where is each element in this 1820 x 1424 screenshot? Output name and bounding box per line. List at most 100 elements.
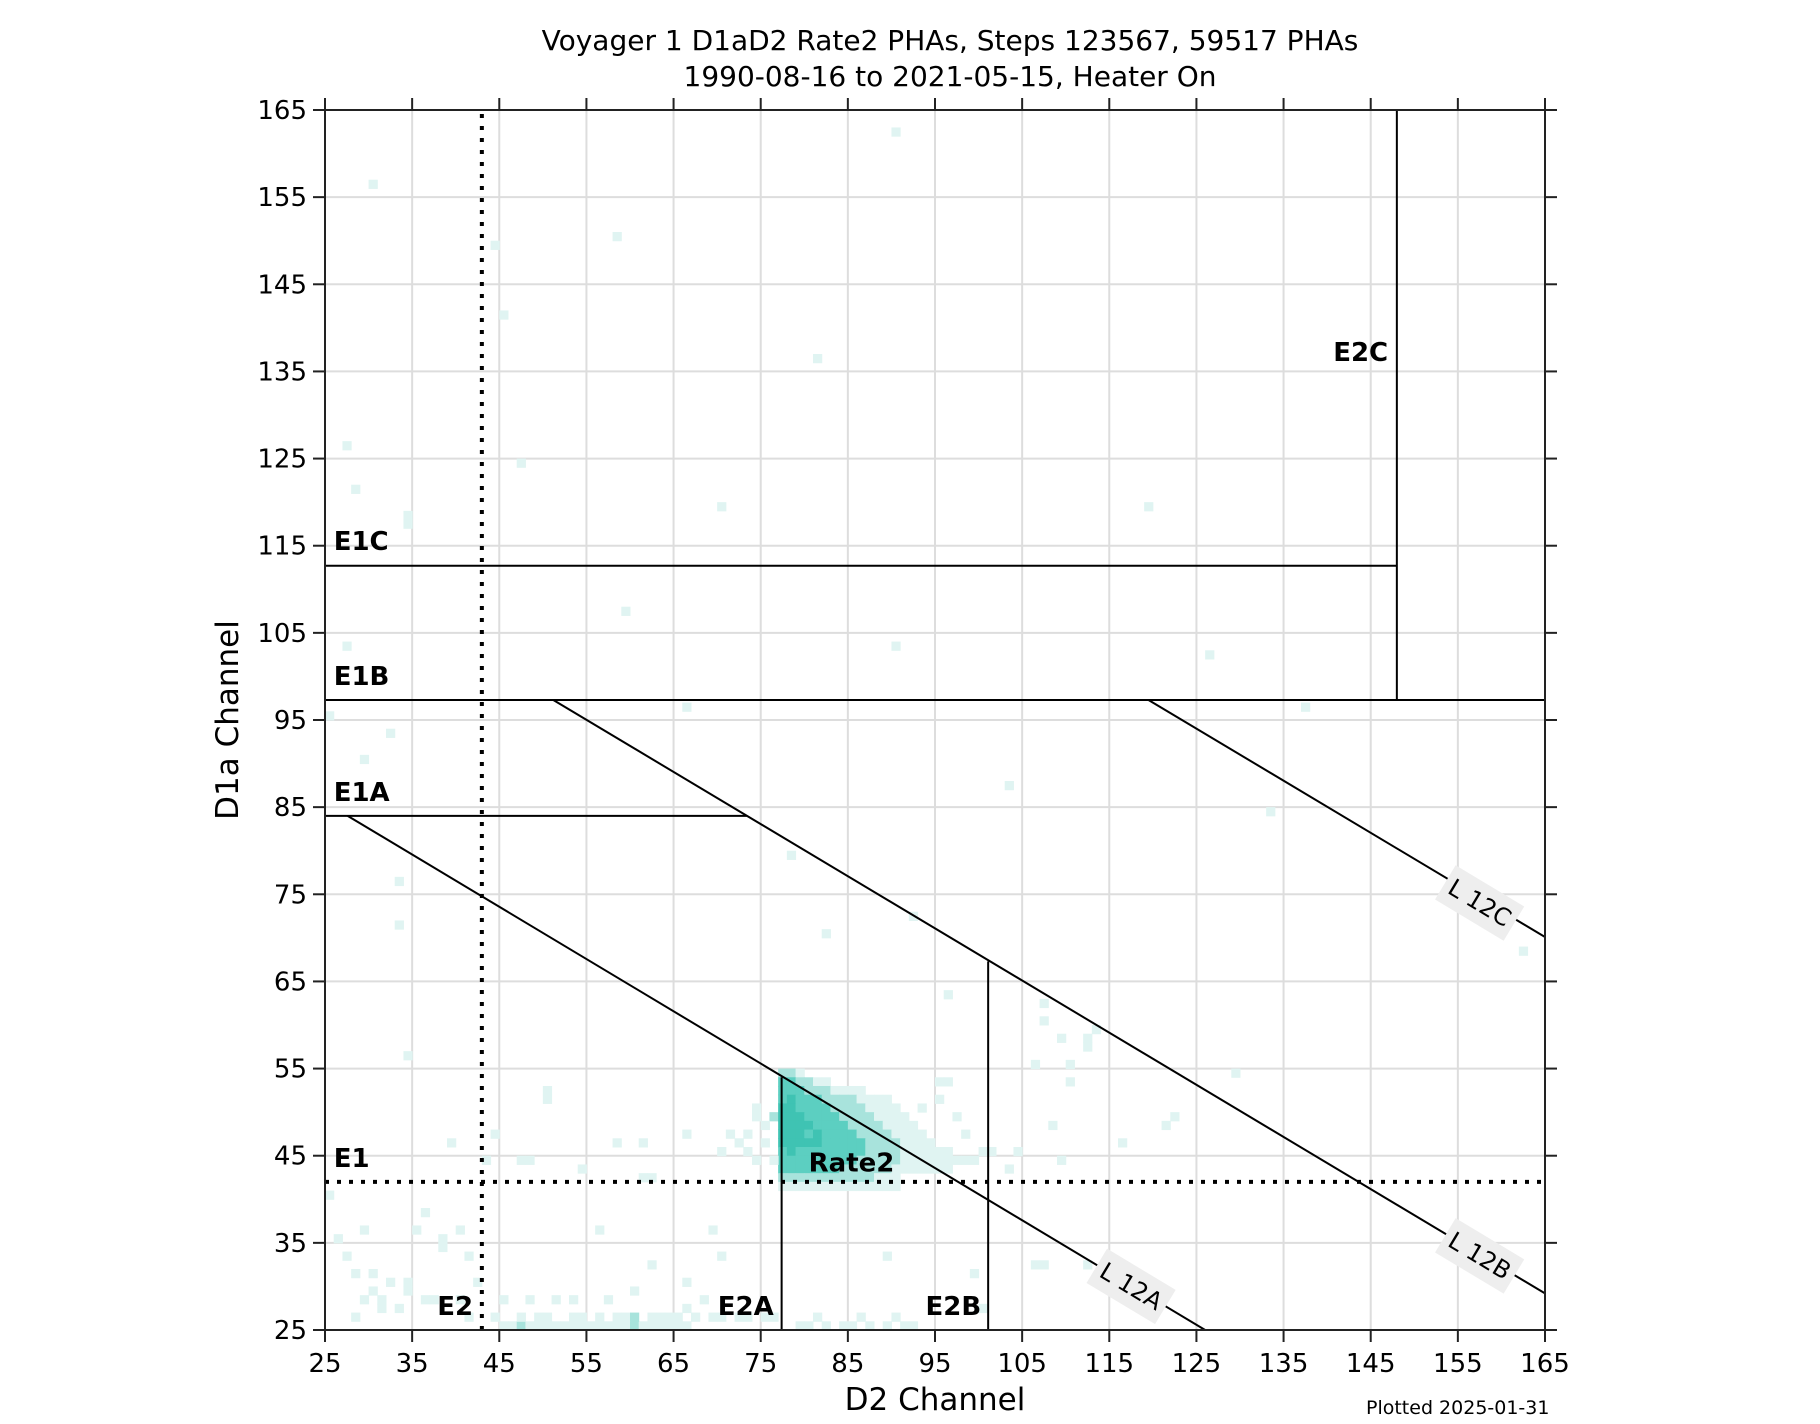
histogram-cell <box>874 1112 884 1122</box>
histogram-cell <box>795 1129 805 1139</box>
histogram-cell <box>830 1138 840 1148</box>
histogram-cell <box>725 1129 736 1139</box>
region-label: Rate2 <box>809 1148 895 1178</box>
region-label: E2B <box>926 1292 982 1322</box>
histogram-cell <box>490 240 500 250</box>
histogram-cell <box>717 502 727 512</box>
histogram-cell <box>935 1094 945 1104</box>
region-label: E1B <box>334 662 390 692</box>
histogram-cell <box>856 1094 866 1104</box>
histogram-cell <box>386 728 396 738</box>
histogram-cell <box>368 179 378 189</box>
histogram-cell <box>612 1138 622 1148</box>
histogram-cell <box>943 1147 953 1157</box>
histogram-cell <box>752 1112 762 1122</box>
region-label: E2A <box>718 1292 774 1322</box>
histogram-cell <box>830 1129 840 1139</box>
histogram-cell <box>752 1103 762 1113</box>
histogram-cell <box>900 1147 910 1157</box>
histogram-cell <box>481 1155 492 1165</box>
histogram-cell <box>821 1181 831 1192</box>
x-tick-label: 155 <box>1433 1349 1483 1379</box>
histogram-cell <box>839 1138 849 1148</box>
histogram-cell <box>630 1286 640 1296</box>
histogram-cell <box>908 1120 919 1131</box>
histogram-cell <box>333 1234 343 1244</box>
histogram-cell <box>804 1103 814 1113</box>
histogram-cell <box>891 127 901 137</box>
histogram-cell <box>708 1312 718 1322</box>
histogram-cell <box>891 641 901 651</box>
histogram-cell <box>847 1103 858 1113</box>
histogram-cell <box>917 1164 927 1174</box>
histogram-cell <box>830 1164 840 1174</box>
histogram-cell <box>821 929 831 939</box>
histogram-cell <box>882 1112 892 1122</box>
histogram-cell <box>394 920 404 930</box>
histogram-cell <box>656 1321 666 1331</box>
histogram-cell <box>577 1164 587 1174</box>
histogram-cell <box>813 1086 823 1096</box>
histogram-cell <box>917 1129 927 1139</box>
boundary-lines <box>325 110 1546 1331</box>
region-label: E2 <box>437 1292 473 1322</box>
histogram-cell <box>1039 1260 1049 1270</box>
histogram-cell <box>638 1138 648 1148</box>
l12b-line <box>552 699 1546 1295</box>
histogram-cell <box>830 1173 840 1183</box>
histogram-cell <box>490 1312 500 1322</box>
histogram-cell <box>987 1147 997 1157</box>
histogram-cell <box>847 1086 858 1096</box>
histogram-cell <box>534 1321 544 1331</box>
histogram-cell <box>1083 1033 1093 1043</box>
histogram-cell <box>778 1164 788 1174</box>
histogram-cell <box>908 1129 919 1139</box>
histogram-cell <box>795 1181 805 1192</box>
histogram-cell <box>847 1094 858 1104</box>
histogram-cell <box>786 1103 797 1113</box>
histogram-cell <box>865 1120 875 1131</box>
histogram-cell <box>786 1181 797 1192</box>
histogram-cell <box>682 1277 692 1287</box>
histogram-cell <box>795 1321 805 1331</box>
histogram-cell <box>830 1112 840 1122</box>
x-tick-label: 115 <box>1084 1349 1134 1379</box>
histogram-cell <box>438 1234 448 1244</box>
histogram-cell <box>891 1138 901 1148</box>
histogram-cell <box>630 1312 640 1322</box>
histogram-cell <box>935 1077 945 1087</box>
histogram-cell <box>786 1094 797 1104</box>
histogram-cell <box>569 1321 579 1331</box>
histogram-cell <box>839 1120 849 1131</box>
histogram-cell <box>795 1138 805 1148</box>
histogram-cell <box>621 1312 631 1322</box>
histogram-cell <box>1205 650 1215 660</box>
histogram-cell <box>908 1138 919 1148</box>
histogram-cell <box>804 1077 814 1087</box>
y-tick-label: 145 <box>257 270 307 300</box>
histogram-cell <box>865 1181 875 1192</box>
histogram-cell <box>935 1155 945 1165</box>
histogram-cell <box>821 1173 831 1183</box>
histogram-cell <box>778 1086 788 1096</box>
histogram-cell <box>856 1103 866 1113</box>
histogram-cell <box>638 1321 648 1331</box>
histogram-cell <box>394 1303 404 1314</box>
histogram-cell <box>821 1155 831 1165</box>
histogram-cell <box>978 1147 988 1157</box>
histogram-cell <box>778 1094 788 1104</box>
histogram-cell <box>499 310 509 320</box>
histogram-cell <box>856 1173 866 1183</box>
histogram-cell <box>900 1129 910 1139</box>
histogram-cell <box>813 354 823 364</box>
l12a-line <box>347 814 1206 1331</box>
histogram-cell <box>682 1303 692 1314</box>
histogram-cell <box>525 1295 535 1305</box>
histogram-cell <box>839 1086 849 1096</box>
x-tick-label: 105 <box>997 1349 1047 1379</box>
histogram-cell <box>786 1164 797 1174</box>
histogram-cell <box>813 1181 823 1192</box>
histogram-cell <box>342 641 352 651</box>
histogram-cell <box>325 1190 335 1200</box>
histogram-cell <box>769 1112 779 1122</box>
